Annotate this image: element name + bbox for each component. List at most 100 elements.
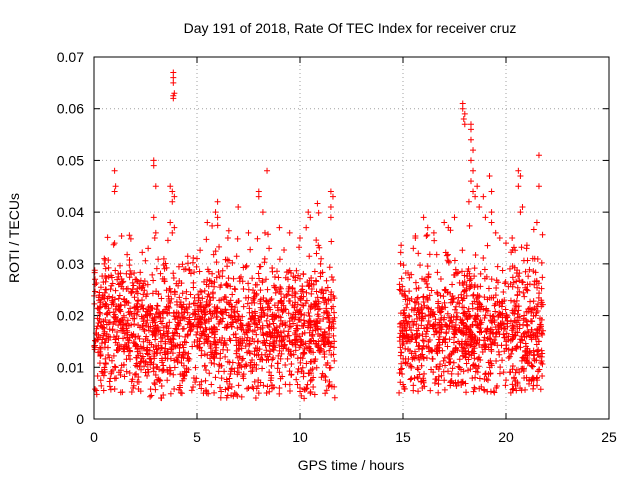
data-point — [456, 364, 463, 371]
data-point — [532, 312, 539, 319]
data-point — [492, 324, 499, 331]
data-point — [293, 333, 300, 340]
data-point — [178, 280, 185, 287]
data-point — [267, 348, 274, 355]
data-point — [415, 354, 422, 361]
data-point — [290, 351, 297, 358]
data-point — [140, 338, 147, 345]
data-point — [137, 269, 144, 276]
data-point — [488, 276, 495, 283]
data-point — [243, 322, 250, 329]
data-point — [182, 265, 189, 272]
data-point — [327, 343, 334, 350]
data-point — [466, 277, 473, 284]
data-point — [130, 382, 137, 389]
data-point — [185, 366, 192, 373]
data-point — [308, 376, 315, 383]
data-point — [119, 325, 126, 332]
data-point — [121, 296, 128, 303]
data-point — [112, 287, 119, 294]
data-point — [112, 314, 119, 321]
data-point — [182, 306, 189, 313]
data-point — [301, 311, 308, 318]
data-point — [300, 270, 307, 277]
data-point — [254, 324, 261, 331]
data-point — [231, 390, 238, 397]
data-point — [164, 333, 171, 340]
data-point — [417, 262, 424, 269]
data-point — [102, 265, 109, 272]
data-point — [175, 322, 182, 329]
data-point — [435, 389, 442, 396]
data-point — [123, 299, 130, 306]
data-point — [101, 325, 108, 332]
data-point — [488, 188, 495, 195]
data-point — [152, 381, 159, 388]
data-point — [415, 343, 422, 350]
data-point — [319, 331, 326, 338]
data-point — [488, 341, 495, 348]
data-point — [403, 338, 410, 345]
data-point — [516, 369, 523, 376]
data-point — [214, 198, 221, 205]
data-point — [127, 305, 134, 312]
data-point — [103, 301, 110, 308]
data-point — [187, 291, 194, 298]
data-point — [161, 278, 168, 285]
data-point — [293, 327, 300, 334]
data-point — [257, 298, 264, 305]
data-point — [312, 298, 319, 305]
data-point — [285, 332, 292, 339]
data-point — [282, 381, 289, 388]
data-point — [191, 269, 198, 276]
data-point — [488, 209, 495, 216]
data-point — [423, 343, 430, 350]
data-point — [162, 260, 169, 267]
data-point — [284, 291, 291, 298]
data-point — [167, 339, 174, 346]
data-point — [235, 382, 242, 389]
data-point — [502, 278, 509, 285]
data-point — [172, 343, 179, 350]
data-point — [514, 329, 521, 336]
data-point — [528, 327, 535, 334]
data-point — [196, 268, 203, 275]
data-point — [427, 387, 434, 394]
data-point — [218, 297, 225, 304]
data-point — [111, 296, 118, 303]
data-point — [460, 282, 467, 289]
data-point — [100, 332, 107, 339]
data-point — [263, 357, 270, 364]
data-point — [223, 394, 230, 401]
data-point — [276, 369, 283, 376]
data-point — [314, 294, 321, 301]
data-point — [234, 392, 241, 399]
y-tick-label: 0.07 — [57, 49, 84, 65]
data-point — [114, 342, 121, 349]
data-point — [463, 350, 470, 357]
data-point — [112, 364, 119, 371]
data-point — [407, 376, 414, 383]
data-point — [449, 281, 456, 288]
data-point — [149, 304, 156, 311]
data-point — [228, 323, 235, 330]
data-point — [303, 360, 310, 367]
data-point — [285, 310, 292, 317]
data-point — [141, 363, 148, 370]
data-point — [166, 285, 173, 292]
data-point — [190, 279, 197, 286]
data-point — [198, 378, 205, 385]
data-point — [167, 219, 174, 226]
data-point — [424, 263, 431, 270]
data-point — [485, 371, 492, 378]
data-point — [198, 352, 205, 359]
data-point — [149, 290, 156, 297]
data-point — [311, 391, 318, 398]
data-point — [423, 328, 430, 335]
data-point — [500, 289, 507, 296]
data-point — [164, 355, 171, 362]
data-point — [450, 295, 457, 302]
data-point — [243, 337, 250, 344]
data-point — [328, 238, 335, 245]
data-point — [132, 276, 139, 283]
